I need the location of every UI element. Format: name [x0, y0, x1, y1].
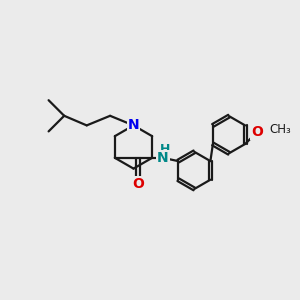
- Text: N: N: [157, 151, 169, 165]
- Text: O: O: [132, 177, 144, 191]
- Text: O: O: [251, 125, 263, 139]
- Text: H: H: [159, 143, 170, 156]
- Text: CH₃: CH₃: [270, 122, 292, 136]
- Text: N: N: [128, 118, 139, 132]
